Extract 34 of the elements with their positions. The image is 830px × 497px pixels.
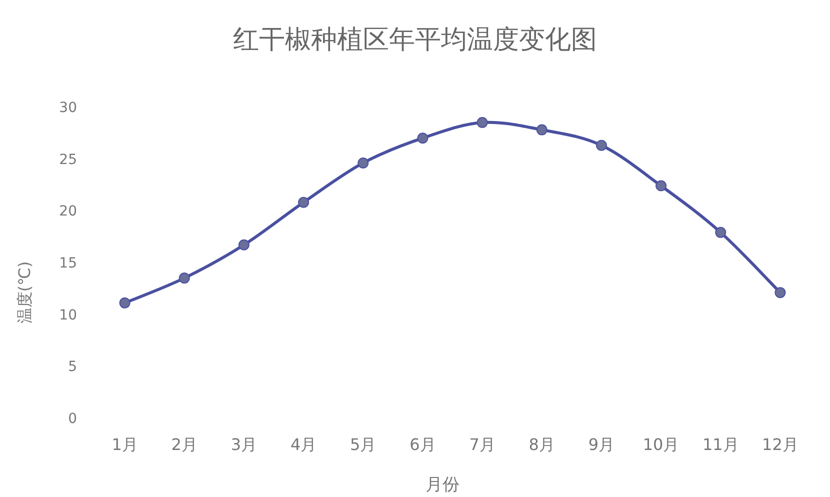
x-tick-label: 1月 <box>112 435 138 454</box>
x-axis-title: 月份 <box>426 475 460 495</box>
chart-title: 红干椒种植区年平均温度变化图 <box>233 25 597 55</box>
y-tick-label: 30 <box>59 100 77 116</box>
x-tick-label: 4月 <box>290 435 317 454</box>
point <box>715 226 726 238</box>
point <box>119 297 130 308</box>
y-tick-label: 0 <box>68 411 77 427</box>
point <box>656 180 667 192</box>
x-tick-label: 2月 <box>171 435 198 454</box>
x-tick-label: 5月 <box>350 435 376 454</box>
x-tick-label: 6月 <box>410 435 436 454</box>
point <box>238 239 250 250</box>
x-tick-label: 11月 <box>702 435 739 454</box>
point <box>536 124 548 136</box>
point <box>178 272 190 284</box>
y-tick-label: 20 <box>59 204 77 220</box>
y-tick-label: 15 <box>59 256 77 272</box>
x-tick-label: 10月 <box>642 435 680 454</box>
x-tick-label: 12月 <box>762 435 798 454</box>
point <box>596 140 607 151</box>
x-tick-label: 8月 <box>528 435 555 454</box>
y-tick-label: 25 <box>59 152 77 168</box>
point <box>358 157 369 168</box>
x-tick-label: 9月 <box>588 435 615 454</box>
point <box>774 287 786 298</box>
y-tick-label: 5 <box>68 359 77 376</box>
x-tick-label: 3月 <box>230 435 258 454</box>
x-tick-label: 7月 <box>469 435 496 454</box>
point <box>417 132 428 144</box>
point <box>476 117 488 128</box>
point <box>298 196 310 208</box>
y-axis-title: 温度(℃) <box>15 261 34 324</box>
y-tick-label: 10 <box>59 307 77 324</box>
